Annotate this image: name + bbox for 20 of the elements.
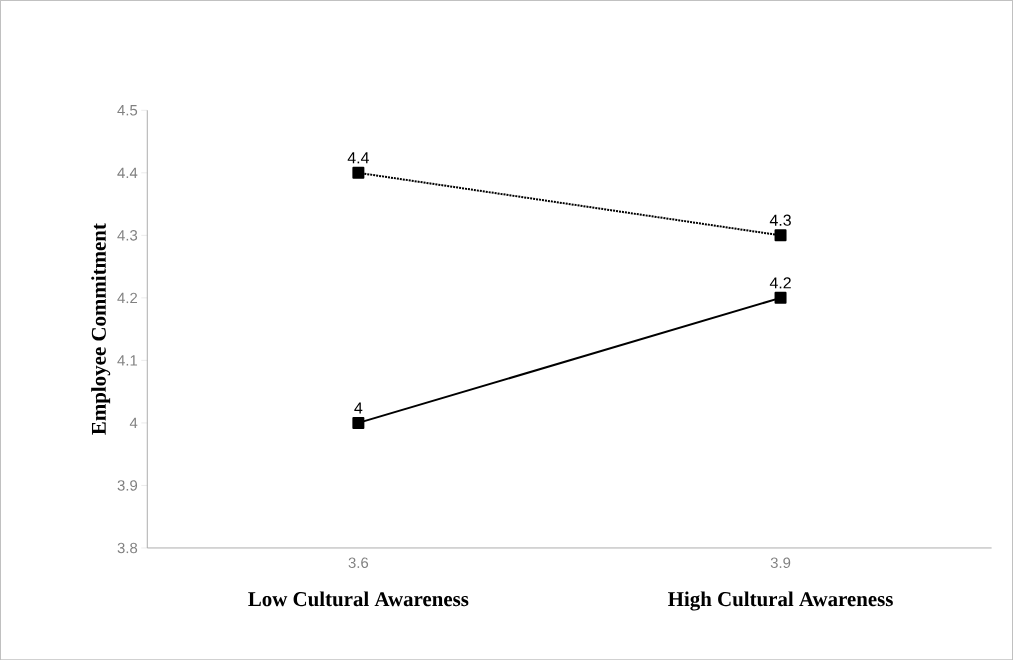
text: Low Cultural Awareness: [248, 591, 469, 607]
y-tick-label: 4.2: [117, 292, 138, 303]
y-tick-label: 3.9: [117, 480, 138, 491]
data-label: 4.3: [769, 214, 791, 226]
y-tick-label: 4.3: [117, 229, 138, 241]
data-label: 4.4: [347, 152, 369, 164]
y-tick-label: 3.8: [117, 542, 138, 554]
point: [774, 291, 787, 304]
y-tick-label: 4.5: [117, 104, 138, 116]
y-axis-title: Employee Commitment: [91, 223, 111, 435]
text: High Cultural Awareness: [668, 591, 893, 611]
data-label: 4: [354, 402, 363, 414]
y-tick-label: 4.1: [117, 355, 138, 366]
point: [352, 166, 365, 179]
y-tick-label: 4.4: [117, 167, 138, 178]
data-label: 4.2: [769, 277, 791, 289]
point: [774, 229, 787, 242]
y-tick-label: 4: [129, 417, 138, 428]
x-tick-label: 3.6: [348, 557, 369, 568]
point: [352, 416, 365, 429]
